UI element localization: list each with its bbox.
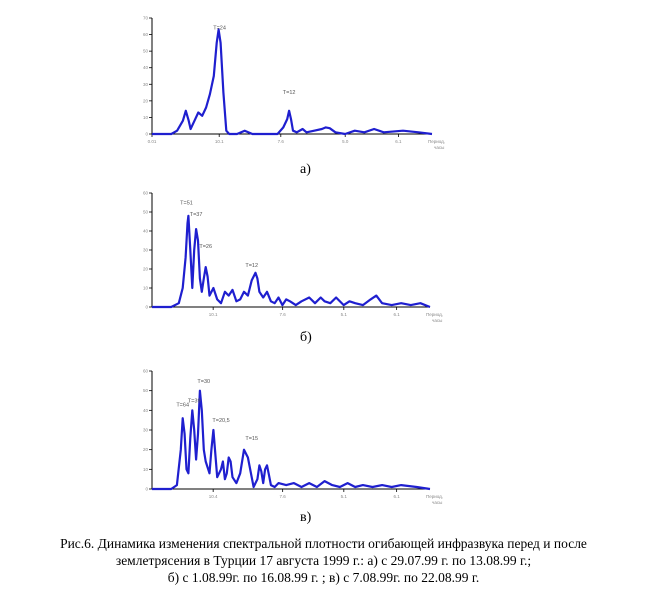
x-tick-label: 5.0 xyxy=(342,139,349,144)
y-tick-label: 30 xyxy=(143,248,149,253)
peak-annotation: T=26 xyxy=(199,244,212,250)
y-tick-label: 30 xyxy=(143,428,149,433)
x-tick-label: 10.4 xyxy=(209,494,218,499)
series-line xyxy=(152,389,431,491)
chart-c-svg: 0 10 20 30 40 50 60 10.4 7.6 5.1 6.1 Период,часы T=6… xyxy=(143,369,443,506)
x-tick-label: 5.1 xyxy=(341,494,348,499)
x-axis-label: Период, xyxy=(426,494,443,499)
chart-panel-c: 0 10 20 30 40 50 60 10.4 7.6 5.1 6.1 Период, часы T=6… xyxy=(140,365,443,515)
peak-annotation: T=24 xyxy=(213,26,226,32)
peak-annotation: T=20,5 xyxy=(212,418,229,424)
y-tick-label: 40 xyxy=(143,65,149,70)
chart-a-svg: 0 10 20 30 40 50 60 70 0.01 10.1 7.6 5.0 6.1 Период,ч… xyxy=(143,16,445,151)
chart-b-svg: 0 10 20 30 40 50 60 10.1 7.6 5.1 6.1 Период,часы T=5… xyxy=(143,191,443,324)
x-tick-label: 5.1 xyxy=(341,312,348,317)
x-tick-label: 0.01 xyxy=(148,139,157,144)
peak-annotation: T=37 xyxy=(190,212,203,218)
y-tick-label: 0 xyxy=(145,132,148,137)
caption-line-3: б) с 1.08.99г. по 16.08.99 г. ; в) с 7.0… xyxy=(167,570,480,585)
x-axis-label: Период, xyxy=(426,312,443,317)
x-tick-label: 6.1 xyxy=(394,494,401,499)
x-tick-label: 7.6 xyxy=(280,494,287,499)
peak-annotation: T=64 xyxy=(176,402,189,408)
series-line xyxy=(152,28,433,136)
y-tick-label: 10 xyxy=(143,467,149,472)
x-axis-label-unit: часы xyxy=(432,500,442,505)
caption-line-2: землетрясения в Турции 17 августа 1999 г… xyxy=(115,553,532,568)
peak-annotation: T=39 xyxy=(188,398,201,404)
peak-annotation: T=15 xyxy=(245,436,258,442)
y-tick-label: 20 xyxy=(143,447,149,452)
peak-annotation: T=12 xyxy=(245,263,258,269)
y-tick-label: 0 xyxy=(145,487,148,492)
y-tick-label: 40 xyxy=(143,408,149,413)
x-tick-label: 10.1 xyxy=(209,312,218,317)
y-tick-label: 0 xyxy=(145,305,148,310)
y-tick-label: 50 xyxy=(143,210,149,215)
peak-annotation: T=51 xyxy=(180,200,193,206)
x-tick-label: 7.6 xyxy=(280,312,287,317)
y-tick-label: 60 xyxy=(143,191,149,196)
caption-line-1: Рис.6. Динамика изменения спектральной п… xyxy=(60,536,587,551)
x-tick-label: 7.6 xyxy=(278,139,285,144)
y-tick-label: 70 xyxy=(143,16,149,21)
peak-annotation: T=30 xyxy=(197,379,210,385)
figure-caption: Рис.6. Динамика изменения спектральной п… xyxy=(0,535,647,586)
x-axis-label-unit: часы xyxy=(432,318,442,323)
x-tick-label: 6.1 xyxy=(395,139,402,144)
y-tick-label: 30 xyxy=(143,82,149,87)
panel-label-c: в) xyxy=(300,510,312,525)
y-tick-label: 40 xyxy=(143,229,149,234)
y-tick-label: 10 xyxy=(143,286,149,291)
peak-annotation: T=12 xyxy=(283,90,296,96)
x-tick-label: 6.1 xyxy=(394,312,401,317)
x-tick-label: 10.1 xyxy=(215,139,224,144)
panel-label-a: а) xyxy=(300,162,311,177)
y-tick-label: 50 xyxy=(143,49,149,54)
panel-label-b: б) xyxy=(300,330,312,345)
series-line xyxy=(152,214,431,309)
x-axis-label-unit: часы xyxy=(434,145,444,150)
chart-panel-a: 0 10 20 30 40 50 60 70 0.01 10.1 7.6 5.0 6.1 Период, ч… xyxy=(140,10,445,160)
x-axis-label: Период, xyxy=(428,139,445,144)
y-tick-label: 10 xyxy=(143,115,149,120)
y-tick-label: 50 xyxy=(143,388,149,393)
y-tick-label: 60 xyxy=(143,369,149,374)
y-tick-label: 60 xyxy=(143,32,149,37)
chart-panel-b: 0 10 20 30 40 50 60 10.1 7.6 5.1 6.1 Период, часы T=5… xyxy=(140,187,443,327)
y-tick-label: 20 xyxy=(143,267,149,272)
y-tick-label: 20 xyxy=(143,98,149,103)
